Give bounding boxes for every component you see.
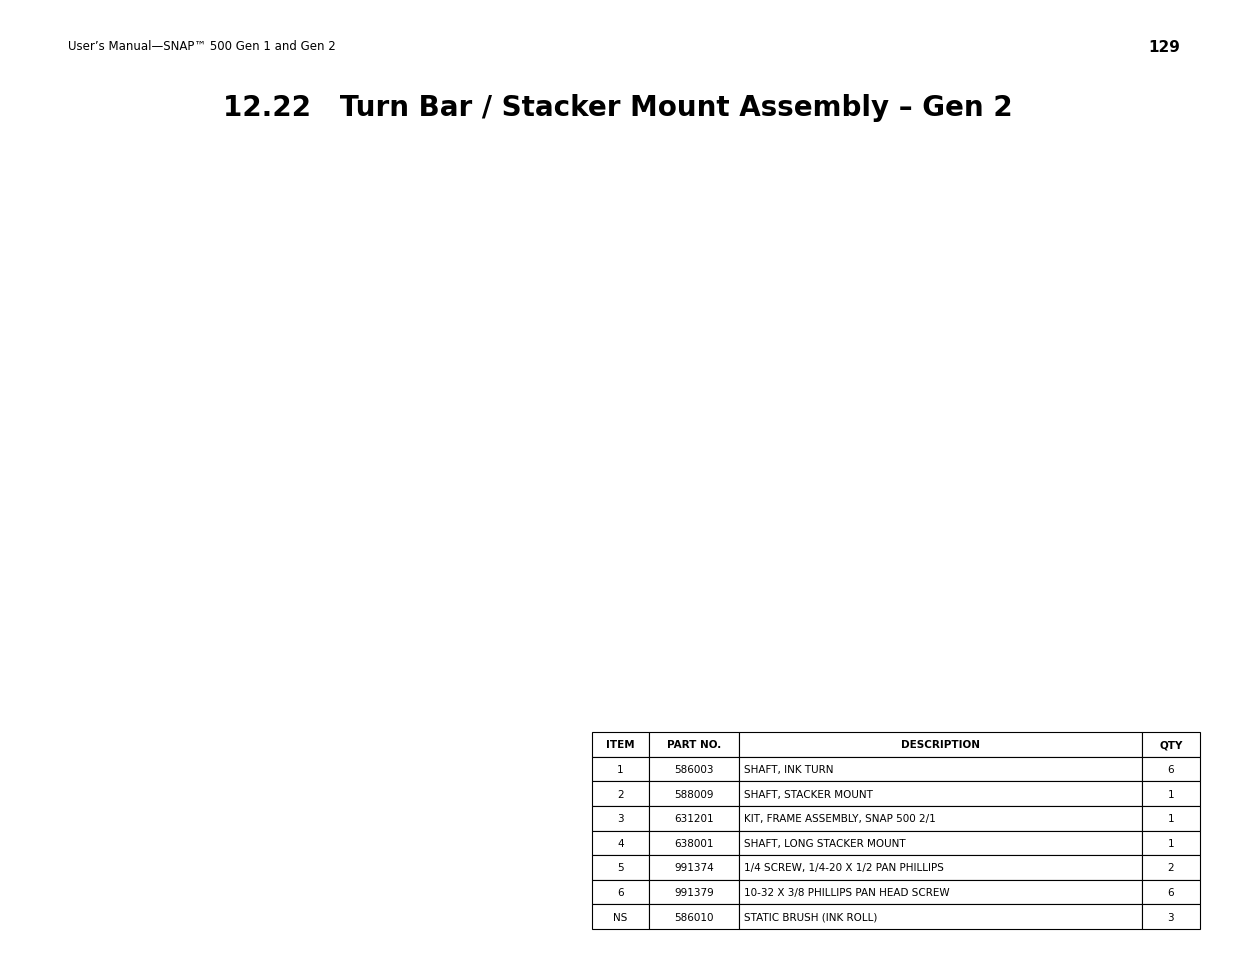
Text: 631201: 631201 xyxy=(674,813,714,823)
Text: 6: 6 xyxy=(1167,887,1174,897)
Bar xyxy=(739,880,1141,904)
Bar xyxy=(1141,806,1200,831)
Bar xyxy=(739,732,1141,757)
Text: 586010: 586010 xyxy=(674,912,714,922)
Text: 12.22   Turn Bar / Stacker Mount Assembly – Gen 2: 12.22 Turn Bar / Stacker Mount Assembly … xyxy=(222,94,1013,122)
Text: 588009: 588009 xyxy=(674,789,714,799)
Text: ITEM: ITEM xyxy=(606,740,635,749)
Bar xyxy=(1141,732,1200,757)
Text: STATIC BRUSH (INK ROLL): STATIC BRUSH (INK ROLL) xyxy=(745,912,878,922)
Bar xyxy=(650,904,739,929)
Text: 1: 1 xyxy=(1167,838,1174,848)
Bar xyxy=(650,831,739,855)
Text: 2: 2 xyxy=(618,789,624,799)
Bar xyxy=(1141,757,1200,781)
Text: NS: NS xyxy=(614,912,627,922)
Text: 6: 6 xyxy=(618,887,624,897)
Bar xyxy=(650,732,739,757)
Text: 991379: 991379 xyxy=(674,887,714,897)
Bar xyxy=(739,904,1141,929)
Text: 3: 3 xyxy=(1167,912,1174,922)
Text: 3: 3 xyxy=(618,813,624,823)
Text: User’s Manual—SNAP™ 500 Gen 1 and Gen 2: User’s Manual—SNAP™ 500 Gen 1 and Gen 2 xyxy=(68,40,336,53)
Bar xyxy=(1141,831,1200,855)
Bar xyxy=(592,781,650,806)
Bar xyxy=(650,806,739,831)
Text: SHAFT, STACKER MOUNT: SHAFT, STACKER MOUNT xyxy=(745,789,873,799)
Bar xyxy=(592,904,650,929)
Bar xyxy=(1141,781,1200,806)
Bar xyxy=(739,831,1141,855)
Bar xyxy=(650,781,739,806)
Bar xyxy=(739,806,1141,831)
Text: 6: 6 xyxy=(1167,764,1174,774)
Bar xyxy=(592,757,650,781)
Bar xyxy=(739,781,1141,806)
Text: 991374: 991374 xyxy=(674,862,714,873)
Bar xyxy=(592,732,650,757)
Text: 1: 1 xyxy=(1167,813,1174,823)
Text: 638001: 638001 xyxy=(674,838,714,848)
Text: SHAFT, INK TURN: SHAFT, INK TURN xyxy=(745,764,834,774)
Bar xyxy=(650,855,739,880)
Text: 4: 4 xyxy=(618,838,624,848)
Bar xyxy=(1141,904,1200,929)
Text: 10-32 X 3/8 PHILLIPS PAN HEAD SCREW: 10-32 X 3/8 PHILLIPS PAN HEAD SCREW xyxy=(745,887,950,897)
Bar xyxy=(739,757,1141,781)
Bar xyxy=(739,855,1141,880)
Text: 586003: 586003 xyxy=(674,764,714,774)
Bar xyxy=(650,880,739,904)
Text: 1: 1 xyxy=(1167,789,1174,799)
Bar xyxy=(1141,880,1200,904)
Text: KIT, FRAME ASSEMBLY, SNAP 500 2/1: KIT, FRAME ASSEMBLY, SNAP 500 2/1 xyxy=(745,813,936,823)
Bar xyxy=(592,880,650,904)
Text: 2: 2 xyxy=(1167,862,1174,873)
Text: 5: 5 xyxy=(618,862,624,873)
Text: PART NO.: PART NO. xyxy=(667,740,721,749)
Text: QTY: QTY xyxy=(1160,740,1182,749)
Bar xyxy=(650,757,739,781)
Text: 1/4 SCREW, 1/4-20 X 1/2 PAN PHILLIPS: 1/4 SCREW, 1/4-20 X 1/2 PAN PHILLIPS xyxy=(745,862,944,873)
Text: 1: 1 xyxy=(618,764,624,774)
Bar xyxy=(1141,855,1200,880)
Bar xyxy=(592,855,650,880)
Bar xyxy=(592,831,650,855)
Text: SHAFT, LONG STACKER MOUNT: SHAFT, LONG STACKER MOUNT xyxy=(745,838,905,848)
Text: DESCRIPTION: DESCRIPTION xyxy=(900,740,979,749)
Bar xyxy=(592,806,650,831)
Text: 129: 129 xyxy=(1149,39,1179,54)
